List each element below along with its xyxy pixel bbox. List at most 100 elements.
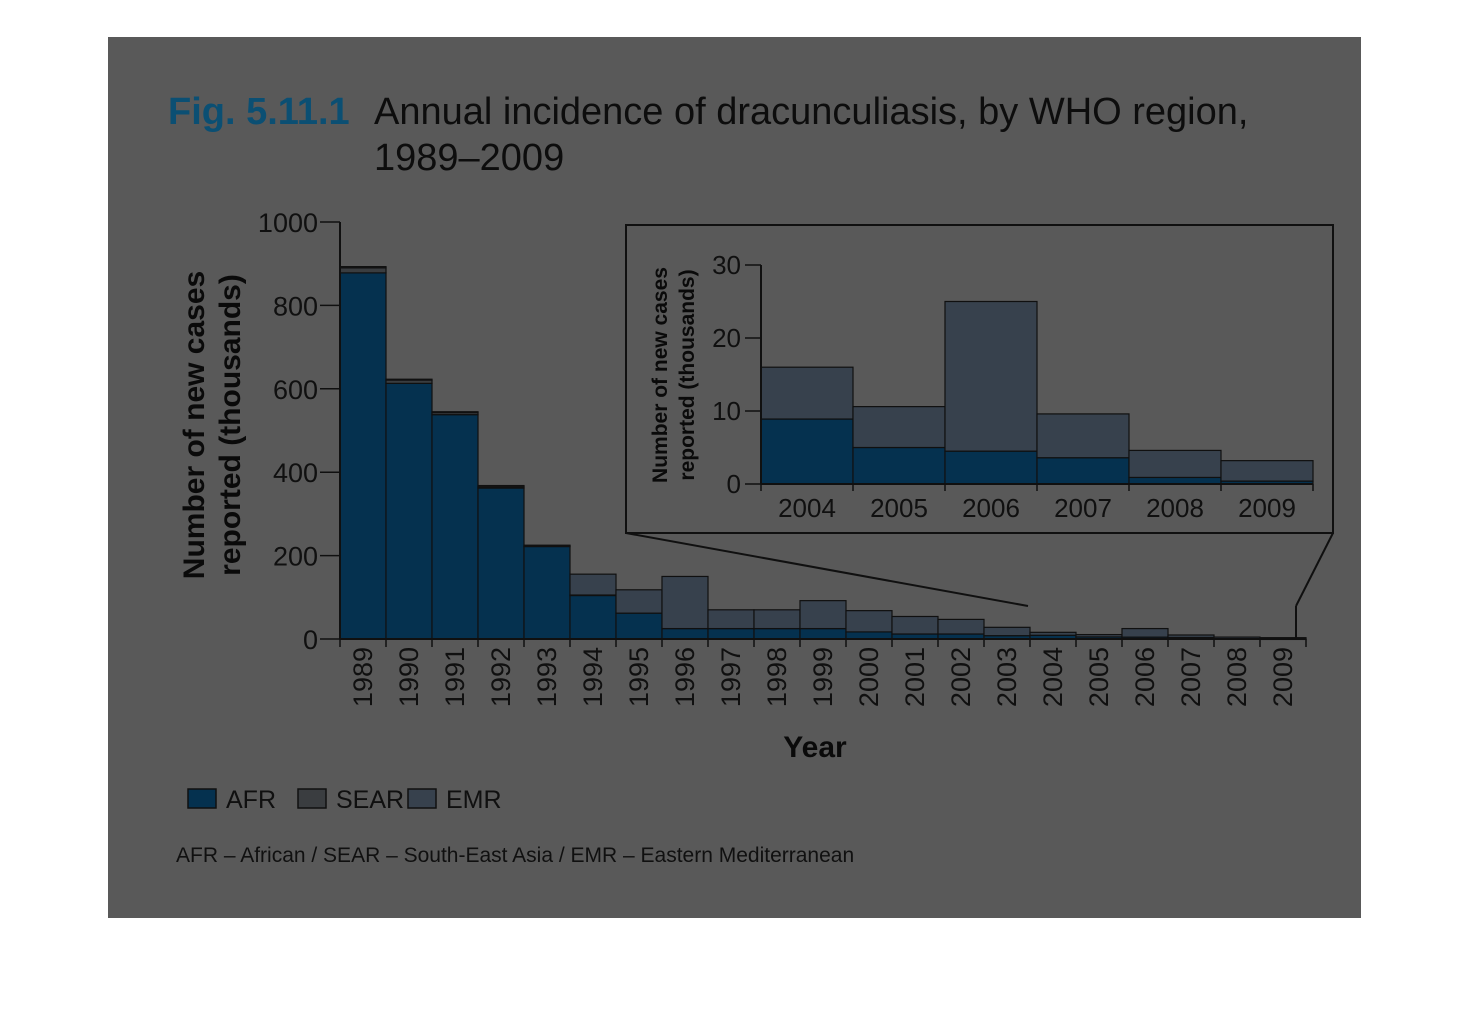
x-tick-label-2001: 2001 [900, 647, 930, 707]
bar-afr-1989 [339, 272, 387, 640]
bar-emr-1992 [477, 484, 525, 488]
bar-emr-1995 [615, 589, 663, 614]
x-tick-label-1997: 1997 [716, 647, 746, 707]
inset-bar-emr-2007 [1036, 413, 1130, 459]
inset-bar-emr-2006 [944, 300, 1038, 452]
x-tick-label-1989: 1989 [348, 647, 378, 707]
x-tick-label-1995: 1995 [624, 647, 654, 707]
bar-afr-1992 [477, 487, 525, 640]
inset-bar-emr-2004 [760, 366, 854, 420]
y-tick-label-600: 600 [273, 375, 318, 405]
legend-label-emr: EMR [446, 786, 502, 814]
x-tick-label-2007: 2007 [1176, 647, 1206, 707]
bar-emr-1994 [569, 573, 617, 596]
inset-bar-afr-2004 [760, 418, 854, 485]
legend-swatch-sear [297, 788, 327, 809]
x-tick-label-2008: 2008 [1222, 647, 1252, 707]
bar-emr-2003 [983, 626, 1031, 637]
figure-title-line2: 1989–2009 [374, 137, 564, 179]
legend-swatch-emr [407, 788, 437, 809]
main-chart-axes: 1989 1990 1991 1992 1993 1994 1995 1996 1997 1998… [258, 208, 1307, 707]
x-tick-label-2009: 2009 [1268, 647, 1298, 707]
legend-label-afr: AFR [226, 786, 276, 814]
inset-x-tick-label-2009: 2009 [1238, 493, 1296, 523]
bar-emr-2007 [1167, 634, 1215, 639]
inset-x-tick-label-2005: 2005 [870, 493, 928, 523]
x-tick-label-2002: 2002 [946, 647, 976, 707]
x-tick-label-1999: 1999 [808, 647, 838, 707]
legend-swatch-afr [187, 788, 217, 809]
inset-frame [625, 224, 1334, 534]
x-tick-label-1998: 1998 [762, 647, 792, 707]
inset-bar-afr-2007 [1036, 457, 1130, 485]
inset-x-tick-label-2004: 2004 [778, 493, 836, 523]
inset-bar-afr-2005 [852, 446, 946, 485]
main-chart-bars [339, 266, 1307, 641]
y-tick-label-200: 200 [273, 542, 318, 572]
legend-label-sear: SEAR [336, 786, 404, 814]
bar-afr-1996 [661, 627, 709, 640]
x-tick-label-2006: 2006 [1130, 647, 1160, 707]
x-tick-label-2003: 2003 [992, 647, 1022, 707]
y-tick-label-0: 0 [303, 625, 318, 655]
bar-afr-1991 [431, 414, 479, 640]
bar-afr-1998 [753, 627, 801, 640]
main-y-axis-label-line1: Number of new cases [178, 271, 211, 579]
inset-y-tick-label-10: 10 [712, 396, 741, 426]
inset-y-axis-label-line1: Number of new cases [649, 267, 672, 483]
bar-afr-1994 [569, 594, 617, 640]
inset-y-tick-label-30: 30 [712, 250, 741, 280]
region-footnote: AFR – African / SEAR – South-East Asia /… [176, 844, 854, 867]
x-tick-label-1993: 1993 [532, 647, 562, 707]
main-y-axis-label-line2: reported (thousands) [214, 274, 247, 576]
bar-emr-1999 [799, 600, 847, 630]
bar-emr-1989 [339, 266, 387, 269]
inset-connector-right [1295, 532, 1334, 607]
bar-afr-1993 [523, 545, 571, 640]
x-tick-label-1991: 1991 [440, 647, 470, 707]
bar-emr-1993 [523, 544, 571, 547]
x-tick-label-1994: 1994 [578, 647, 608, 707]
inset-y-axis-label-line2: reported (thousands) [676, 269, 699, 480]
main-x-axis-label: Year [783, 731, 847, 764]
inset-x-tick-label-2007: 2007 [1054, 493, 1112, 523]
x-tick-label-2004: 2004 [1038, 647, 1068, 707]
bar-afr-2000 [845, 631, 893, 640]
bar-emr-1990 [385, 378, 433, 381]
bar-afr-1999 [799, 627, 847, 640]
inset-y-tick-label-20: 20 [712, 323, 741, 353]
bar-emr-1998 [753, 609, 801, 630]
inset-x-tick-label-2008: 2008 [1146, 493, 1204, 523]
x-tick-label-2000: 2000 [854, 647, 884, 707]
inset-bar-afr-2006 [944, 450, 1038, 485]
bar-emr-2005 [1075, 633, 1123, 638]
bar-sear-1989 [339, 267, 387, 274]
bar-afr-1997 [707, 627, 755, 640]
figure-title-line1: Annual incidence of dracunculiasis, by W… [374, 91, 1248, 133]
bar-emr-1996 [661, 575, 709, 630]
inset-bar-emr-2009 [1220, 460, 1314, 482]
bar-emr-1997 [707, 609, 755, 630]
inset-connector-left [625, 532, 1029, 607]
bar-emr-2001 [891, 615, 939, 635]
inset-x-tick-label-2006: 2006 [962, 493, 1020, 523]
x-tick-label-2005: 2005 [1084, 647, 1114, 707]
bar-emr-2002 [937, 618, 985, 635]
inset-bar-emr-2008 [1128, 449, 1222, 479]
x-tick-label-1990: 1990 [394, 647, 424, 707]
bar-afr-1990 [385, 382, 433, 640]
inset-y-tick-label-0: 0 [727, 469, 741, 499]
bar-emr-2004 [1029, 631, 1077, 636]
y-tick-label-800: 800 [273, 291, 318, 321]
bar-emr-1991 [431, 411, 479, 414]
bar-emr-2000 [845, 610, 893, 633]
bar-emr-2006 [1121, 627, 1169, 638]
inset-chart-bars [760, 300, 1314, 485]
figure-number: Fig. 5.11.1 [168, 91, 350, 133]
y-tick-label-1000: 1000 [258, 208, 318, 238]
y-tick-label-400: 400 [273, 458, 318, 488]
legend: AFR SEAR EMR [187, 786, 502, 814]
inset-chart-axes: 2004 2005 2006 2007 2008 2009 0 10 20 30 [712, 250, 1314, 523]
bar-afr-1995 [615, 612, 663, 640]
